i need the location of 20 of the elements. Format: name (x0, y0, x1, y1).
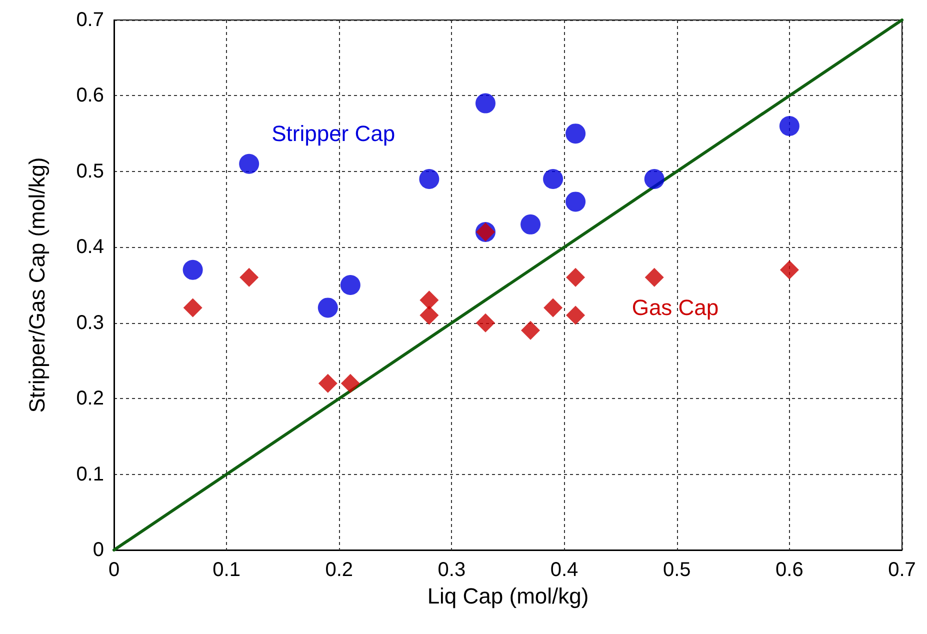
y-tick-label: 0.3 (76, 312, 104, 334)
x-tick-label: 0.5 (662, 559, 691, 581)
x-tick-label: 0.4 (550, 559, 578, 581)
y-tick-label: 0.1 (76, 463, 104, 486)
series-label: Stripper Cap (272, 121, 396, 146)
y-axis-title: Stripper/Gas Cap (mol/kg) (24, 157, 50, 413)
x-tick-label: 0.6 (776, 559, 804, 581)
x-axis-title: Liq Cap (mol/kg) (427, 583, 589, 608)
y-tick-label: 0.5 (76, 160, 104, 182)
y-tick-label: 0.7 (76, 9, 104, 31)
x-tick-label: 0.1 (212, 559, 240, 581)
x-tick-label: 0 (108, 559, 120, 581)
y-tick-label: 0 (92, 539, 104, 561)
x-tick-label: 0.7 (888, 559, 916, 581)
y-tick-label: 0.4 (76, 236, 104, 258)
series-label: Gas Cap (632, 295, 719, 320)
y-tick-label: 0.2 (76, 388, 104, 410)
x-tick-label: 0.2 (325, 559, 354, 581)
x-tick-label: 0.3 (438, 559, 466, 581)
y-tick-label: 0.6 (76, 84, 104, 107)
